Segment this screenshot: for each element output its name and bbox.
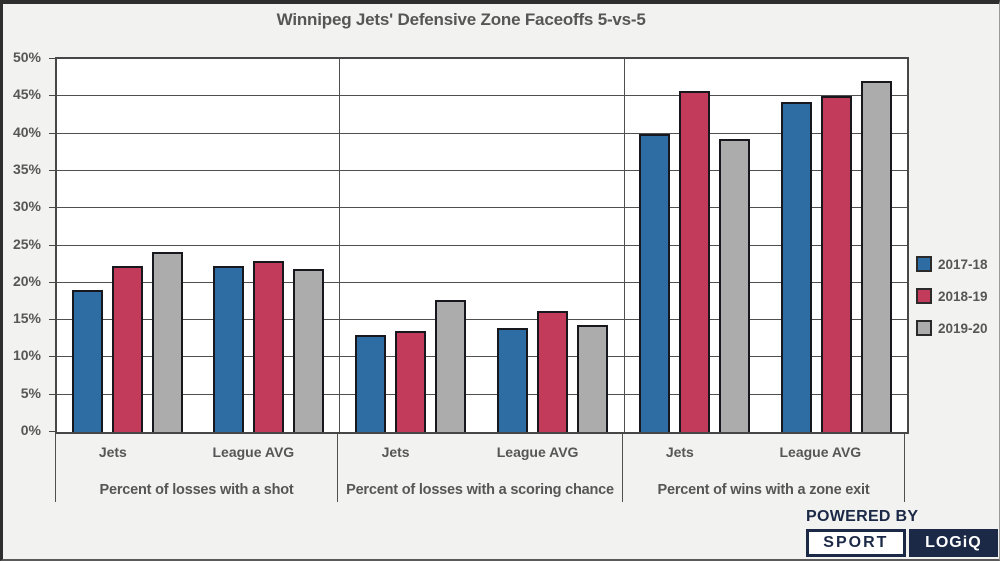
bar-2019-20 bbox=[719, 138, 751, 432]
bar-cluster-league-avg bbox=[497, 311, 609, 432]
bar-2018-19 bbox=[112, 266, 143, 432]
bar-2017-18 bbox=[354, 335, 386, 432]
category-cell: Jets League AVG Percent of wins with a zon… bbox=[622, 434, 905, 502]
bar-2017-18 bbox=[72, 289, 103, 432]
group-separator bbox=[339, 59, 340, 432]
y-axis-tick bbox=[49, 319, 57, 321]
y-axis-tick bbox=[49, 244, 57, 246]
bar-2018-19 bbox=[820, 96, 852, 432]
legend-label: 2019-20 bbox=[938, 320, 988, 336]
bar-2017-18 bbox=[639, 133, 671, 432]
y-axis-label: 10% bbox=[12, 347, 41, 364]
subcategory-row: Jets League AVG bbox=[56, 444, 337, 460]
bar-group bbox=[339, 59, 624, 432]
gridline bbox=[57, 356, 907, 358]
gridline bbox=[57, 319, 907, 321]
legend-item: 2019-20 bbox=[916, 320, 988, 336]
bar-2019-20 bbox=[860, 81, 892, 432]
bar-2019-20 bbox=[293, 269, 324, 432]
bar-cluster-jets bbox=[72, 252, 183, 432]
legend-item: 2017-18 bbox=[916, 256, 988, 272]
y-axis-tick bbox=[49, 132, 57, 134]
legend-swatch bbox=[916, 256, 932, 272]
bar-group bbox=[624, 59, 907, 432]
y-axis-label: 5% bbox=[20, 384, 41, 401]
subcategory-row: Jets League AVG bbox=[623, 444, 904, 460]
y-axis-tick bbox=[49, 169, 57, 171]
chart-title: Winnipeg Jets' Defensive Zone Faceoffs 5… bbox=[276, 10, 646, 29]
bar-2018-19 bbox=[537, 311, 569, 432]
legend: 2017-18 2018-19 2019-20 bbox=[916, 256, 988, 352]
subcategory-label: League AVG bbox=[212, 444, 295, 460]
gridline bbox=[57, 95, 907, 97]
gridline bbox=[57, 169, 907, 171]
y-axis-label: 15% bbox=[12, 310, 41, 327]
bar-2017-18 bbox=[497, 328, 529, 432]
y-axis-label: 30% bbox=[12, 198, 41, 215]
category-axis: Jets League AVG Percent of losses with a s… bbox=[55, 434, 909, 502]
y-axis-tick bbox=[49, 207, 57, 209]
legend-item: 2018-19 bbox=[916, 288, 988, 304]
subcategory-row: Jets League AVG bbox=[338, 444, 622, 460]
y-axis-label: 45% bbox=[12, 86, 41, 103]
bar-group bbox=[57, 59, 339, 432]
branding-block: POWERED BY SPORT LOGiQ bbox=[806, 508, 998, 557]
subcategory-label: League AVG bbox=[779, 444, 862, 460]
gridline bbox=[57, 244, 907, 246]
bar-2018-19 bbox=[679, 91, 711, 432]
y-axis-label: 40% bbox=[12, 123, 41, 140]
group-label: Percent of losses with a shot bbox=[99, 482, 294, 498]
y-axis-label: 25% bbox=[12, 235, 41, 252]
y-axis-tick bbox=[49, 281, 57, 283]
group-separator bbox=[624, 59, 625, 432]
gridline bbox=[57, 281, 907, 283]
y-axis-label: 35% bbox=[12, 160, 41, 177]
gridline bbox=[57, 393, 907, 395]
bar-2019-20 bbox=[152, 252, 183, 432]
y-axis-label: 0% bbox=[20, 422, 41, 438]
legend-label: 2017-18 bbox=[938, 256, 988, 272]
subcategory-label: Jets bbox=[98, 444, 127, 460]
bar-2017-18 bbox=[213, 266, 244, 432]
logo-logiq: LOGiQ bbox=[908, 529, 998, 557]
gridline bbox=[57, 132, 907, 134]
y-axis-tick bbox=[49, 58, 57, 59]
subcategory-label: League AVG bbox=[496, 444, 579, 460]
legend-swatch bbox=[916, 320, 932, 336]
group-label: Percent of losses with a scoring chance bbox=[346, 482, 614, 498]
y-axis-label: 50% bbox=[12, 49, 41, 65]
bar-cluster-league-avg bbox=[780, 81, 892, 432]
y-axis-tick bbox=[49, 95, 57, 97]
y-axis-tick bbox=[49, 393, 57, 395]
legend-label: 2018-19 bbox=[938, 288, 988, 304]
bar-cluster-jets bbox=[354, 299, 466, 432]
bar-2019-20 bbox=[577, 325, 609, 432]
plot-area bbox=[49, 57, 909, 434]
bar-2018-19 bbox=[394, 330, 426, 432]
group-label: Percent of wins with a zone exit bbox=[657, 482, 870, 498]
y-axis-tick bbox=[49, 356, 57, 358]
bar-2017-18 bbox=[780, 102, 812, 432]
logo-sport: SPORT bbox=[806, 529, 906, 557]
bar-2018-19 bbox=[253, 261, 284, 432]
y-axis-label: 20% bbox=[12, 272, 41, 289]
bar-2019-20 bbox=[434, 299, 466, 432]
y-axis: 0% 5% 10% 15% 20% 25% 30% 35% 40% 45% 50% bbox=[3, 49, 47, 438]
subcategory-label: Jets bbox=[665, 444, 694, 460]
sportlogiq-logo: SPORT LOGiQ bbox=[806, 529, 998, 557]
gridline bbox=[57, 207, 907, 209]
category-cell: Jets League AVG Percent of losses with a s… bbox=[337, 434, 622, 502]
powered-by-text: POWERED BY bbox=[806, 508, 919, 525]
bar-cluster-jets bbox=[639, 91, 751, 432]
legend-swatch bbox=[916, 288, 932, 304]
bar-cluster-league-avg bbox=[213, 261, 324, 432]
y-axis-tick bbox=[49, 431, 57, 432]
subcategory-label: Jets bbox=[381, 444, 410, 460]
category-cell: Jets League AVG Percent of losses with a s… bbox=[55, 434, 337, 502]
